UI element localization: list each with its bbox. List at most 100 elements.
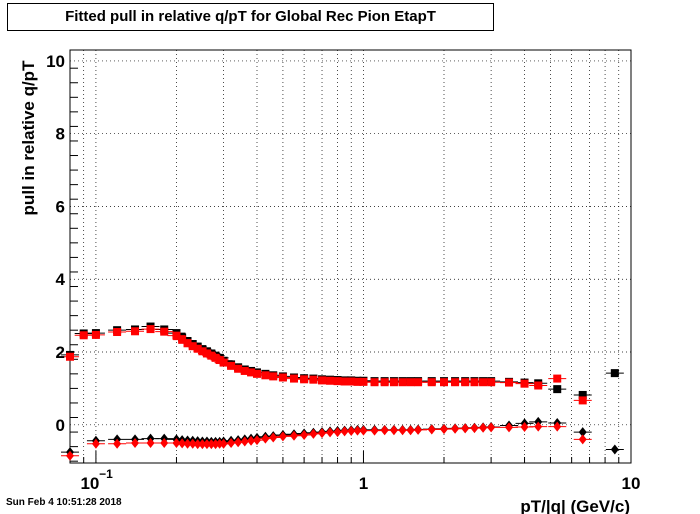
data-point — [131, 327, 140, 336]
y-tick-label: 10 — [46, 52, 65, 71]
data-point — [451, 423, 460, 434]
y-tick-label: 8 — [56, 125, 65, 144]
data-point — [240, 366, 249, 375]
data-point — [578, 434, 587, 445]
data-point — [66, 352, 74, 361]
series-1 — [61, 325, 592, 405]
data-point — [520, 421, 529, 432]
x-axis-label: pT/|q| (GeV/c) — [520, 497, 630, 514]
data-point — [505, 422, 514, 433]
data-point — [66, 450, 74, 461]
data-point — [505, 378, 514, 387]
data-point — [91, 330, 100, 339]
data-point — [278, 373, 287, 382]
data-point — [414, 424, 423, 435]
x-tick-exponent: −1 — [99, 467, 113, 481]
timestamp: Sun Feb 4 10:51:28 2018 — [6, 497, 122, 508]
data-point — [113, 438, 122, 449]
data-point — [146, 437, 155, 448]
y-tick-label: 4 — [56, 270, 66, 289]
data-point — [461, 423, 470, 434]
data-point — [520, 379, 529, 388]
data-point — [278, 431, 287, 442]
data-point — [578, 390, 587, 399]
data-point — [178, 335, 187, 344]
data-point — [290, 430, 299, 441]
data-point — [193, 344, 202, 353]
data-point — [578, 427, 587, 438]
data-point — [359, 377, 368, 386]
data-point — [414, 378, 423, 387]
data-point — [227, 437, 236, 448]
data-point — [269, 432, 278, 443]
data-point — [553, 374, 562, 383]
grid-lines — [69, 50, 632, 463]
data-point — [198, 347, 207, 356]
x-tick-label: 1 — [359, 474, 368, 493]
data-point — [247, 368, 256, 377]
data-point — [440, 424, 448, 435]
data-point — [261, 371, 270, 380]
x-tick-label: 10 — [80, 474, 99, 493]
data-point — [318, 428, 327, 439]
data-point — [234, 437, 243, 448]
data-point — [380, 378, 389, 387]
axis-ticks — [69, 67, 632, 463]
data-series — [61, 322, 624, 461]
data-point — [219, 438, 228, 449]
data-point — [300, 429, 309, 440]
y-tick-label: 6 — [56, 197, 65, 216]
data-point — [290, 374, 299, 383]
data-point — [461, 378, 470, 387]
data-point — [160, 327, 169, 336]
y-axis-label: pull in relative q/pT — [19, 60, 38, 216]
data-point — [131, 437, 140, 448]
data-point — [370, 425, 379, 436]
data-point — [610, 369, 619, 378]
series-3 — [61, 421, 592, 461]
data-point — [553, 421, 562, 432]
data-point — [253, 435, 261, 446]
data-point — [370, 378, 379, 387]
data-point — [247, 435, 256, 446]
y-tick-label: 2 — [56, 343, 65, 362]
data-point — [146, 325, 155, 334]
data-point — [183, 339, 192, 348]
data-point — [253, 369, 261, 378]
data-point — [227, 361, 236, 370]
data-point — [578, 396, 587, 405]
data-point — [261, 433, 270, 444]
data-point — [234, 364, 243, 373]
data-point — [240, 436, 249, 447]
data-point — [534, 381, 543, 390]
data-point — [534, 421, 543, 432]
data-point — [380, 425, 389, 436]
plot-frame — [69, 49, 632, 464]
series-2 — [61, 416, 624, 458]
data-point — [359, 425, 368, 436]
x-tick-label: 10 — [622, 474, 641, 493]
chart-title: Fitted pull in relative q/pT for Global … — [7, 3, 494, 31]
data-point — [202, 349, 211, 358]
data-point — [610, 444, 619, 455]
y-tick-label: 0 — [56, 416, 65, 435]
data-point — [269, 372, 278, 381]
data-point — [553, 385, 562, 394]
data-point — [309, 375, 318, 384]
data-point — [333, 427, 342, 438]
data-point — [91, 438, 100, 449]
data-point — [211, 353, 220, 362]
data-point — [487, 378, 496, 387]
data-point — [427, 378, 436, 387]
data-point — [451, 378, 460, 387]
data-point — [113, 328, 122, 337]
data-point — [160, 437, 169, 448]
data-point — [188, 342, 197, 351]
data-point — [300, 375, 309, 384]
data-point — [309, 428, 318, 439]
data-point — [172, 331, 181, 340]
data-point — [79, 331, 88, 340]
data-point — [207, 351, 216, 360]
